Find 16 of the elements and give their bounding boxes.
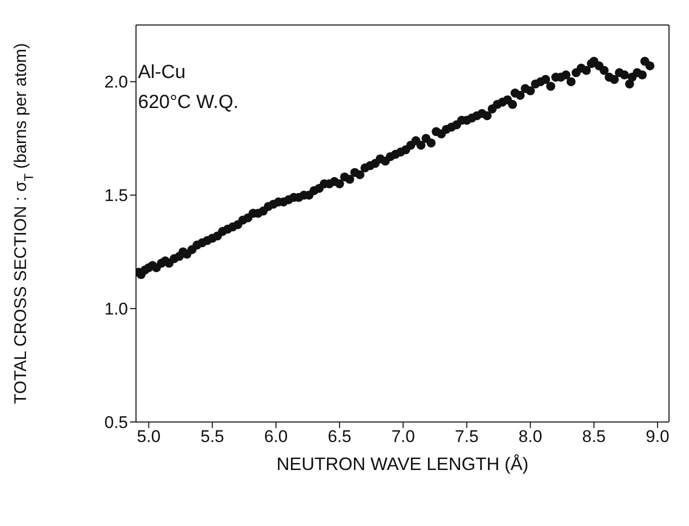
annotation: Al-Cu (138, 61, 187, 85)
annotation: 620°C W.Q. (138, 91, 239, 115)
y-tick-label: 1.5 (104, 186, 128, 206)
x-tick-label: 6.5 (328, 427, 352, 446)
x-tick-label: 5.0 (136, 427, 161, 446)
y-tick-label: 0.5 (104, 413, 128, 432)
x-tick-label: 8.5 (582, 427, 606, 446)
x-tick-label: 9.0 (646, 427, 670, 446)
y-tick-label: 2.0 (104, 72, 128, 92)
x-tick-label: 8.0 (518, 427, 542, 446)
x-tick-label: 7.5 (454, 427, 479, 446)
x-tick-label: 7.0 (391, 427, 415, 446)
x-tick-label: 6.0 (264, 427, 288, 446)
x-tick-label: 5.5 (200, 427, 224, 446)
y-tick-label: 1.0 (104, 300, 128, 319)
x-axis-title: NEUTRON WAVE LENGTH (Å) (276, 454, 529, 474)
